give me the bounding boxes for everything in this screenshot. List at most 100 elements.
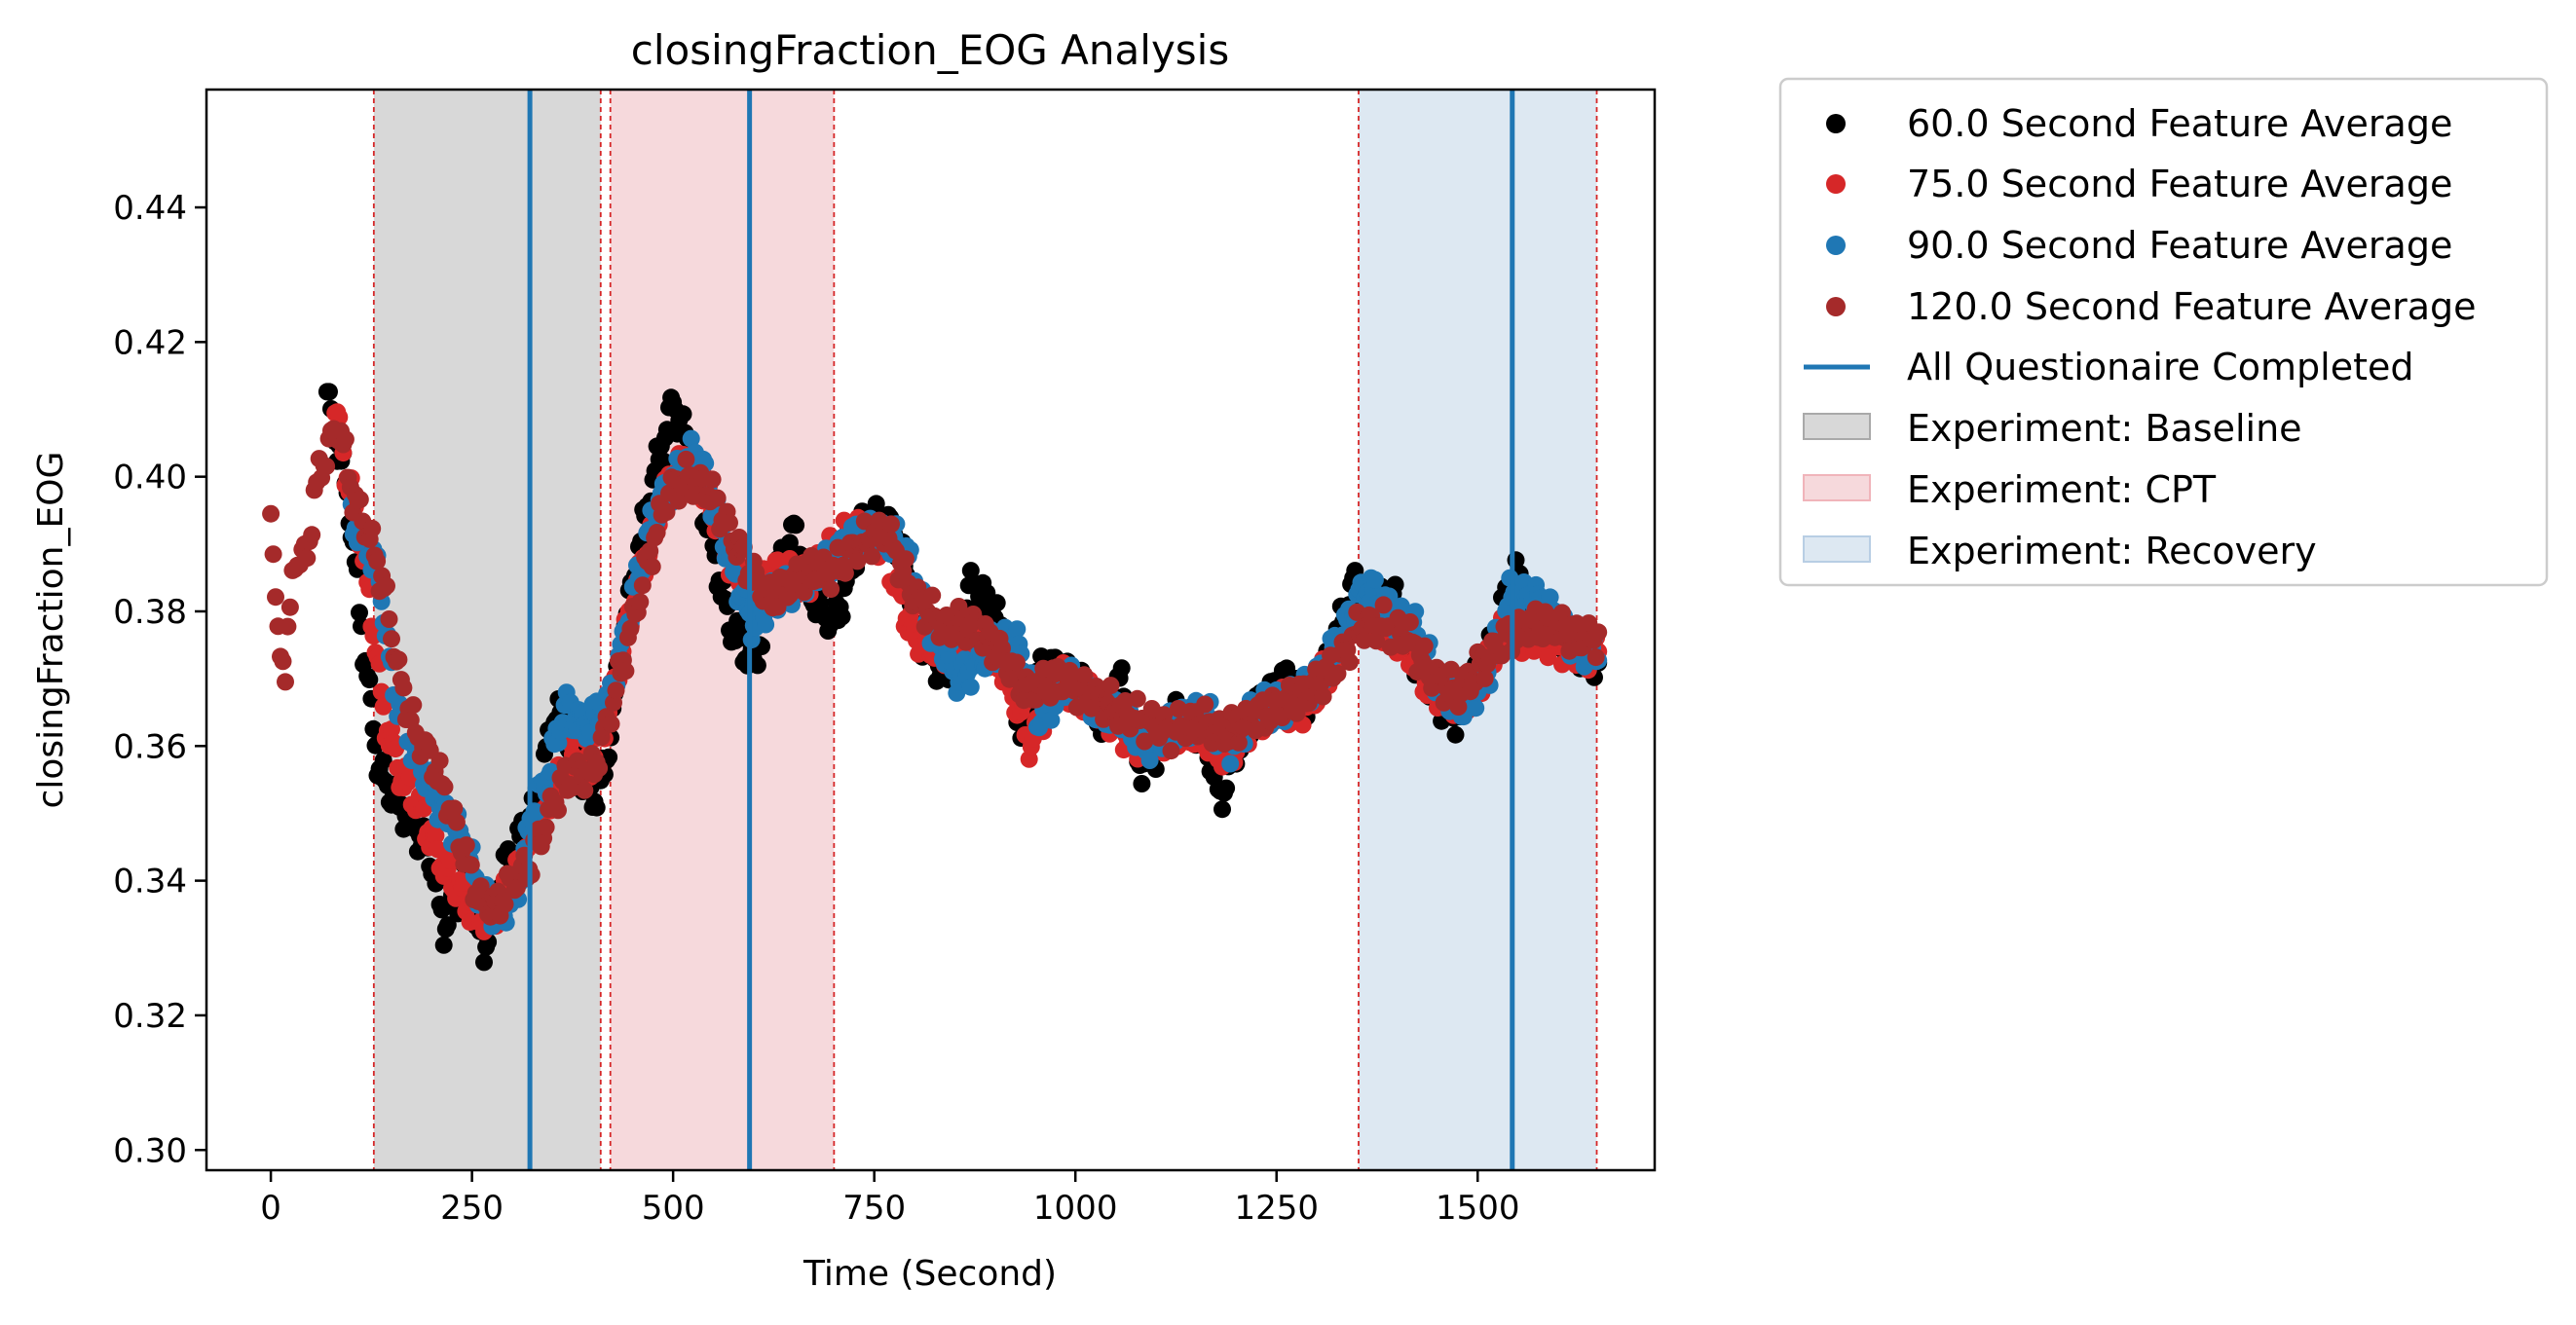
data-point xyxy=(590,759,609,777)
data-point xyxy=(1475,669,1494,687)
data-point xyxy=(1221,755,1240,773)
data-point xyxy=(374,752,392,769)
x-axis-ticks: 0 250 500 750 1000 1250 1500 xyxy=(260,1170,1520,1228)
questionnaire-lines xyxy=(527,90,1515,1170)
legend-frame xyxy=(1778,77,2549,587)
data-point xyxy=(1446,725,1465,744)
data-point xyxy=(1196,695,1214,714)
chart-title: closingFraction_EOG Analysis xyxy=(631,26,1229,74)
data-point xyxy=(1467,699,1485,718)
data-point xyxy=(1140,752,1159,769)
data-point xyxy=(537,818,555,836)
data-point xyxy=(682,429,700,448)
x-tick-label: 1500 xyxy=(1436,1189,1520,1228)
data-point xyxy=(447,813,466,831)
data-point xyxy=(867,495,885,513)
data-point xyxy=(434,936,453,954)
legend-label-recovery: Experiment: Recovery xyxy=(1907,530,2317,572)
data-point xyxy=(274,652,292,671)
data-point xyxy=(1229,733,1248,752)
data-point xyxy=(1008,620,1027,639)
data-point xyxy=(1589,623,1608,642)
data-point xyxy=(848,552,867,570)
plot-area xyxy=(205,88,1657,1172)
data-point xyxy=(1539,648,1557,667)
data-point xyxy=(364,719,383,738)
data-point xyxy=(1075,666,1094,684)
x-tick-label: 500 xyxy=(642,1189,705,1228)
data-point xyxy=(320,383,338,401)
data-point xyxy=(549,801,567,820)
legend-label-90s: 90.0 Second Feature Average xyxy=(1907,224,2452,267)
data-point xyxy=(277,673,294,691)
data-point xyxy=(653,452,672,470)
data-point xyxy=(1367,632,1386,650)
data-point xyxy=(1415,637,1434,655)
data-point xyxy=(430,752,449,770)
data-point xyxy=(262,504,280,523)
y-tick-label: 0.44 xyxy=(113,189,187,228)
data-point xyxy=(748,656,766,675)
data-point xyxy=(1328,664,1347,682)
data-point xyxy=(390,650,408,669)
data-point xyxy=(368,552,387,570)
data-point xyxy=(988,594,1006,612)
data-point xyxy=(1449,698,1468,716)
data-point xyxy=(303,526,321,544)
data-point xyxy=(708,489,727,507)
data-point xyxy=(404,696,423,715)
data-point xyxy=(374,697,392,716)
data-point xyxy=(1587,648,1605,667)
y-axis-label: closingFraction_EOG xyxy=(31,452,71,809)
data-point xyxy=(264,545,282,564)
data-point xyxy=(427,827,445,845)
data-point xyxy=(475,953,493,972)
data-point xyxy=(757,615,775,634)
data-point xyxy=(896,550,915,569)
data-point xyxy=(378,576,395,595)
data-point xyxy=(1541,588,1559,607)
legend-patch-recovery xyxy=(1803,535,1871,563)
legend-patch-baseline xyxy=(1803,413,1871,440)
data-point xyxy=(836,564,854,582)
data-point xyxy=(607,681,625,700)
legend-marker-120s xyxy=(1826,297,1846,316)
data-point xyxy=(496,895,514,913)
x-tick-label: 250 xyxy=(440,1189,504,1228)
data-point xyxy=(780,534,799,552)
data-point xyxy=(643,558,661,576)
data-point xyxy=(1101,677,1120,695)
data-point xyxy=(631,593,650,611)
data-point xyxy=(657,503,676,521)
data-point xyxy=(364,627,383,645)
data-point xyxy=(383,630,400,648)
x-axis-label: Time (Second) xyxy=(803,1254,1057,1294)
region-0 xyxy=(373,90,601,1170)
y-tick-label: 0.38 xyxy=(113,593,187,632)
data-point xyxy=(721,513,738,532)
x-tick-label: 1000 xyxy=(1033,1189,1118,1228)
data-point xyxy=(669,492,688,510)
y-tick-label: 0.34 xyxy=(113,863,187,902)
y-tick-label: 0.40 xyxy=(113,459,187,497)
data-point xyxy=(279,617,297,636)
data-point xyxy=(1133,775,1151,792)
data-point xyxy=(280,598,299,616)
data-point xyxy=(394,679,413,697)
series-3 xyxy=(262,420,1608,926)
data-point xyxy=(317,458,336,475)
data-point xyxy=(1042,711,1061,729)
data-point xyxy=(1128,689,1146,708)
data-point xyxy=(298,549,317,568)
data-point xyxy=(576,781,594,799)
data-point xyxy=(462,856,480,874)
data-point xyxy=(674,405,692,423)
legend-label-60s: 60.0 Second Feature Average xyxy=(1907,102,2452,145)
data-point xyxy=(833,607,851,626)
data-point xyxy=(787,516,805,534)
data-point xyxy=(1007,653,1026,672)
x-tick-label: 1250 xyxy=(1234,1189,1319,1228)
data-point xyxy=(648,524,666,541)
y-tick-label: 0.32 xyxy=(113,997,187,1036)
legend-label-120s: 120.0 Second Feature Average xyxy=(1907,285,2477,328)
